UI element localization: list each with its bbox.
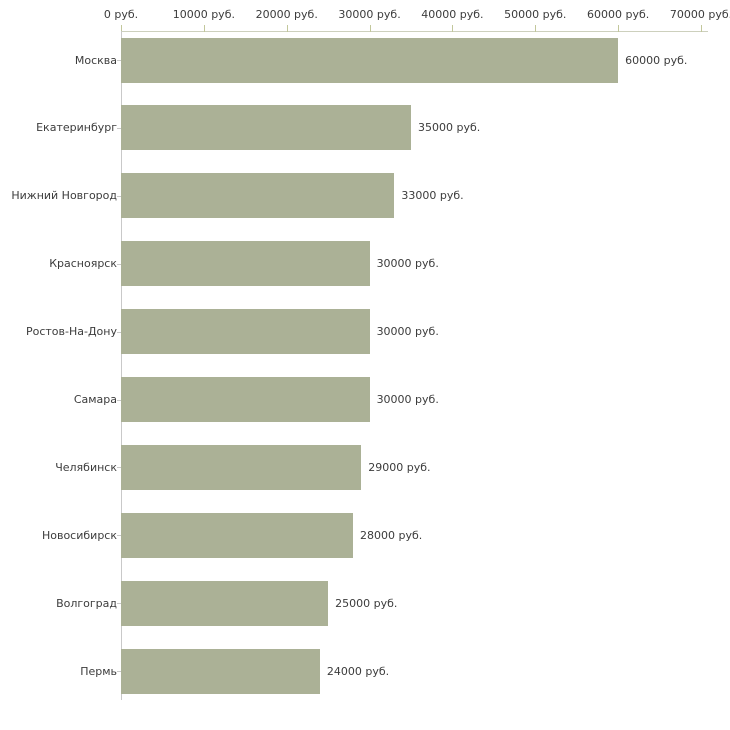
x-tick-label: 30000 руб. [338,8,401,21]
x-tick-label: 10000 руб. [172,8,235,21]
category-label: Челябинск [55,460,117,474]
bar [121,648,320,694]
y-tick-mark [117,195,121,197]
y-tick-mark [117,331,121,333]
value-label: 30000 руб. [376,393,439,406]
x-tick-mark [286,25,288,32]
x-tick-label: 20000 руб. [255,8,318,21]
y-tick-mark [117,467,121,469]
bar [121,444,362,490]
x-tick-label: 40000 руб. [421,8,484,21]
category-label: Новосибирск [41,528,117,542]
x-tick-mark [701,25,702,32]
x-tick-label: 0 руб. [103,8,139,21]
category-label: Ростов-На-Дону [25,325,117,339]
category-label: Красноярск [49,257,117,271]
x-tick-mark [618,25,620,32]
category-label: Екатеринбург [36,121,117,135]
category-label: Москва [74,53,117,67]
bar [121,377,370,422]
category-label: Волгоград [56,596,117,610]
x-tick-mark [452,25,454,32]
x-tick-label: 70000 руб. [669,8,730,21]
x-tick-mark [203,25,205,32]
bar [121,173,395,219]
x-tick-label: 50000 руб. [504,8,567,21]
x-tick-label: 60000 руб. [587,8,650,21]
value-label: 35000 руб. [418,121,481,135]
bar [121,309,370,355]
y-tick-mark [117,263,121,265]
y-tick-mark [117,671,121,673]
x-tick-mark [535,25,537,32]
value-label: 28000 руб. [360,528,423,542]
value-label: 25000 руб. [335,596,398,610]
value-label: 30000 руб. [376,257,439,271]
bar [121,241,370,287]
y-tick-mark [117,603,121,605]
value-label: 24000 руб. [326,664,390,678]
x-tick-mark [121,25,122,32]
bar [121,580,329,626]
bar [121,512,353,558]
x-axis-line [121,31,708,32]
y-tick-mark [117,535,121,537]
bar [121,37,619,83]
value-label: 29000 руб. [368,460,431,474]
y-tick-mark [117,399,121,401]
value-label: 60000 руб. [625,53,688,67]
bar [121,105,411,151]
category-label: Нижний Новгород [11,189,117,203]
value-label: 33000 руб. [401,189,464,203]
value-label: 30000 руб. [376,325,439,339]
y-tick-mark [117,60,121,61]
x-tick-mark [369,25,371,32]
category-label: Пермь [80,664,117,678]
y-tick-mark [117,127,121,129]
y-axis-line [121,31,122,700]
category-label: Самара [73,393,117,406]
